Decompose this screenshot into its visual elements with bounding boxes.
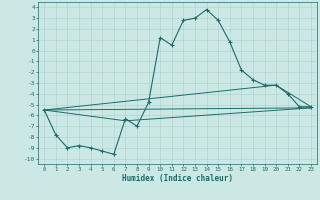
X-axis label: Humidex (Indice chaleur): Humidex (Indice chaleur) [122, 174, 233, 183]
